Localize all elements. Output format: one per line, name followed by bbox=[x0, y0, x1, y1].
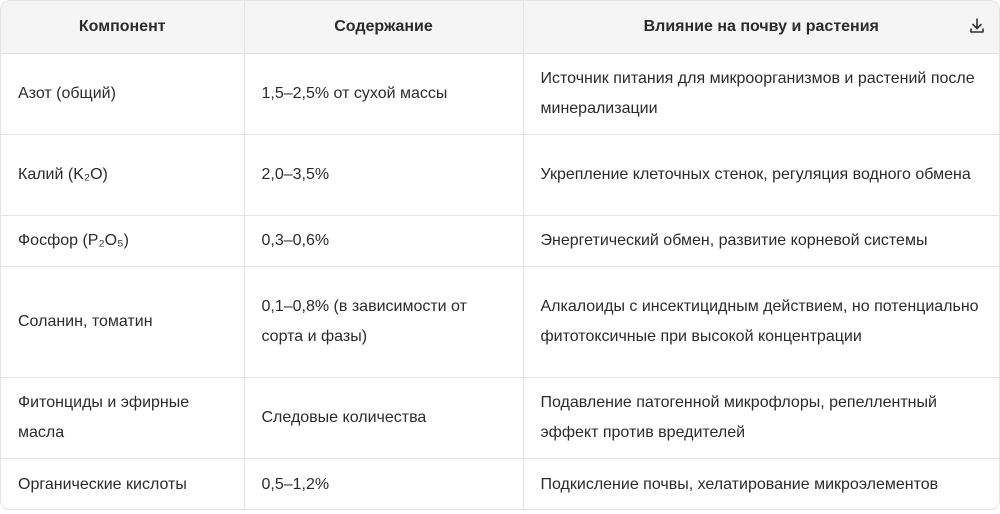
table-cell: Фосфор (P₂O₅) bbox=[1, 215, 244, 267]
table-row: Калий (K₂O) 2,0–3,5% Укрепление клеточных … bbox=[1, 134, 999, 216]
table-cell: Подавление патогенной микрофлоры, репелл… bbox=[522, 377, 999, 459]
table-cell: Укрепление клеточных стенок, регуляция в… bbox=[522, 134, 999, 216]
table-row: Органические кислоты 0,5–1,2% Подкисление … bbox=[1, 458, 999, 509]
table-cell: 0,5–1,2% bbox=[243, 458, 523, 509]
table-cell: 1,5–2,5% от сухой массы bbox=[243, 53, 523, 135]
table-row: Соланин, томатин 0,1–0,8% (в зависимости … bbox=[1, 266, 999, 378]
table-cell: 2,0–3,5% bbox=[243, 134, 523, 216]
table-cell: Калий (K₂O) bbox=[1, 134, 244, 216]
table-cell: Подкисление почвы, хелатирование микроэл… bbox=[522, 458, 999, 509]
table-cell: 0,1–0,8% (в зависимости от сорта и фазы) bbox=[243, 266, 523, 378]
table-row: Фосфор (P₂O₅) 0,3–0,6% Энергетический обме… bbox=[1, 215, 999, 267]
table-row: Фитонциды и эфирные масла Следовые количе… bbox=[1, 377, 999, 459]
header-text: Влияние на почву и растения bbox=[643, 18, 879, 35]
table-cell: Органические кислоты bbox=[1, 458, 244, 509]
header-row: Компонент Содержание Влияние на почву и … bbox=[1, 1, 999, 54]
table-cell: Следовые количества bbox=[243, 377, 523, 459]
table-cell: Энергетический обмен, развитие корневой … bbox=[522, 215, 999, 267]
header-cell: Содержание bbox=[243, 1, 523, 54]
table-cell: Алкалоиды с инсектицидным действием, но … bbox=[522, 266, 999, 378]
table-cell: Азот (общий) bbox=[1, 53, 244, 135]
table-row: Азот (общий) 1,5–2,5% от сухой массы Источ… bbox=[1, 53, 999, 135]
table-cell: Фитонциды и эфирные масла bbox=[1, 377, 244, 459]
table-cell: Соланин, томатин bbox=[1, 266, 244, 378]
table-cell: Источник питания для микроорганизмов и р… bbox=[522, 53, 999, 135]
table-cell: 0,3–0,6% bbox=[243, 215, 523, 267]
header-cell: Влияние на почву и растения bbox=[522, 1, 999, 54]
header-cell: Компонент bbox=[1, 1, 244, 54]
download-icon[interactable] bbox=[967, 16, 987, 36]
